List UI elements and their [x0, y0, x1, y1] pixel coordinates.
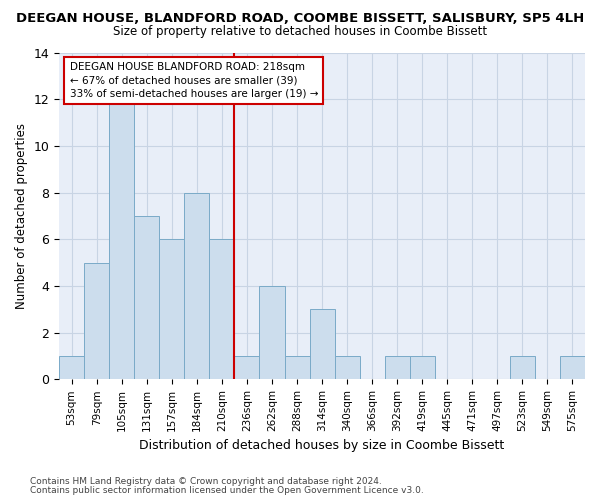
- Bar: [335, 356, 359, 380]
- Bar: [284, 356, 310, 380]
- Bar: [84, 262, 109, 380]
- Bar: [109, 99, 134, 380]
- Text: Contains HM Land Registry data © Crown copyright and database right 2024.: Contains HM Land Registry data © Crown c…: [30, 477, 382, 486]
- Bar: [184, 192, 209, 380]
- Bar: [510, 356, 535, 380]
- Text: DEEGAN HOUSE, BLANDFORD ROAD, COOMBE BISSETT, SALISBURY, SP5 4LH: DEEGAN HOUSE, BLANDFORD ROAD, COOMBE BIS…: [16, 12, 584, 26]
- Bar: [259, 286, 284, 380]
- Bar: [160, 240, 184, 380]
- Text: Contains public sector information licensed under the Open Government Licence v3: Contains public sector information licen…: [30, 486, 424, 495]
- Bar: [235, 356, 259, 380]
- Bar: [385, 356, 410, 380]
- Y-axis label: Number of detached properties: Number of detached properties: [15, 123, 28, 309]
- Bar: [310, 310, 335, 380]
- Bar: [59, 356, 84, 380]
- Bar: [410, 356, 435, 380]
- Text: DEEGAN HOUSE BLANDFORD ROAD: 218sqm
← 67% of detached houses are smaller (39)
33: DEEGAN HOUSE BLANDFORD ROAD: 218sqm ← 67…: [70, 62, 318, 98]
- Bar: [134, 216, 160, 380]
- X-axis label: Distribution of detached houses by size in Coombe Bissett: Distribution of detached houses by size …: [139, 440, 505, 452]
- Bar: [209, 240, 235, 380]
- Text: Size of property relative to detached houses in Coombe Bissett: Size of property relative to detached ho…: [113, 25, 487, 38]
- Bar: [560, 356, 585, 380]
